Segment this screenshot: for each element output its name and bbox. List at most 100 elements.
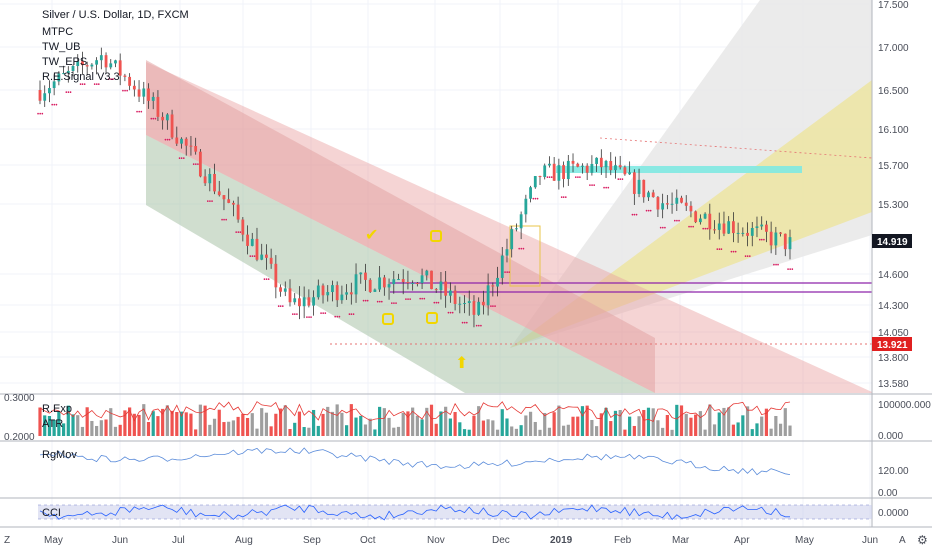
rexp-bar: [646, 407, 651, 436]
cci-pane[interactable]: CCI: [38, 504, 872, 521]
rexp-bar: [236, 416, 240, 436]
time-axis[interactable]: May Jun Jul Aug Sep Oct Nov Dec 2019 Feb Mar Apr May…: [44, 535, 878, 546]
candle-body: [326, 292, 330, 296]
time-tick-label: 2019: [550, 535, 573, 546]
candle-body: [340, 294, 344, 301]
rexp-bar: [161, 408, 165, 436]
candle-body: [397, 279, 400, 281]
candle-body: [331, 285, 334, 293]
candle-body: [595, 157, 599, 164]
candle-body: [269, 257, 273, 264]
rexp-bar: [66, 405, 70, 436]
candle-body: [137, 89, 141, 97]
signal-dots: •••: [575, 175, 581, 181]
rexp-bar: [557, 405, 561, 436]
candle-body: [208, 173, 212, 184]
rexp-bar: [128, 407, 132, 436]
rexp-bar: [109, 408, 113, 436]
time-tick-label: Feb: [614, 535, 632, 546]
candle-body: [147, 88, 150, 101]
rexp-bar: [495, 429, 500, 436]
rexp-bar: [368, 418, 372, 436]
candle-body: [420, 275, 424, 284]
rexp-bar: [311, 409, 316, 436]
rexp-bar: [203, 405, 207, 436]
candle-body: [505, 249, 509, 256]
rexp-atr-pane[interactable]: R.Exp ATR 0.3000 0.2000: [4, 393, 792, 443]
rexp-bar: [316, 425, 320, 436]
candle-body: [481, 301, 485, 306]
candle-body: [548, 163, 551, 166]
rexp-bar: [137, 414, 141, 436]
candle-body: [298, 298, 301, 307]
rexp-bar: [547, 427, 552, 436]
signal-dots: •••: [306, 315, 312, 321]
rexp-left-tick-top: 0.3000: [4, 393, 35, 404]
last-price-tag: 14.919: [872, 234, 912, 248]
log-scale-button[interactable]: A: [899, 535, 906, 546]
signal-dots: •••: [476, 324, 482, 330]
candle-body: [698, 218, 702, 223]
candle-body: [448, 290, 452, 296]
rexp-bar: [585, 405, 589, 436]
candles-layer: ••• ••• ••• ••• ••• ••• ••• ••• ••• ••• ••• ••• ••• •…: [37, 47, 793, 330]
candle-body: [614, 165, 617, 171]
candle-body: [486, 285, 490, 306]
rexp-bar: [505, 418, 509, 436]
rexp-bar: [448, 418, 452, 436]
candle-body: [618, 165, 622, 168]
time-tick-label: Jun: [862, 535, 878, 546]
candle-body: [165, 114, 169, 121]
rgmov-pane[interactable]: RgMov: [39, 447, 791, 476]
candle-body: [382, 277, 386, 288]
price-tick-label: 17.500: [878, 0, 909, 11]
candle-body: [722, 223, 726, 234]
rexp-bar: [524, 415, 528, 436]
candle-body: [500, 255, 504, 278]
rexp-bar: [330, 411, 335, 436]
time-tick-label: Aug: [235, 535, 253, 546]
rexp-bar: [52, 420, 56, 436]
price-axis[interactable]: 17.500 17.000 16.500 16.100 15.700 15.300 14.6…: [878, 0, 909, 390]
rexp-bar: [580, 406, 585, 436]
signal-dots: •••: [193, 163, 199, 169]
time-tick-label: Oct: [360, 535, 376, 546]
channel-upper-band: [146, 60, 655, 393]
signal-dots: •••: [320, 312, 326, 318]
rexp-bar: [85, 407, 89, 436]
candle-body: [378, 277, 382, 290]
rexp-bar: [510, 426, 514, 436]
breakout-box: [509, 225, 541, 287]
candle-body: [123, 75, 127, 77]
candle-body: [571, 160, 575, 164]
channel-lower-band: [146, 135, 655, 393]
candle-body: [392, 279, 396, 285]
candle-body: [99, 55, 103, 61]
candle-body: [76, 61, 80, 67]
candle-body: [458, 303, 462, 305]
gear-icon[interactable]: ⚙: [917, 533, 928, 547]
candle-body: [746, 232, 749, 236]
candle-body: [415, 282, 419, 284]
marker-box-1: [430, 230, 442, 242]
signal-dots: •••: [405, 297, 411, 303]
signal-dots: •••: [660, 226, 666, 232]
rexp-bar: [57, 411, 61, 436]
rexp-bar: [302, 427, 306, 436]
candle-body: [510, 229, 514, 250]
price-pane[interactable]: ✔ ⬆ •••••••••••• ••••••••••••••••••••••••…: [0, 0, 873, 527]
red-descending-channel: [146, 62, 872, 393]
rexp-bar: [250, 413, 254, 436]
rexp-bar: [392, 427, 396, 436]
signal-dots: •••: [292, 313, 298, 319]
signal-dots: •••: [94, 82, 100, 88]
rexp-bar: [396, 426, 401, 436]
rexp-bar: [411, 407, 415, 436]
rexp-bar: [227, 421, 231, 436]
candle-body: [128, 76, 132, 86]
rexp-bar: [543, 412, 547, 436]
zoom-button[interactable]: Z: [4, 535, 10, 546]
candle-body: [779, 232, 782, 234]
candle-body: [312, 297, 315, 306]
